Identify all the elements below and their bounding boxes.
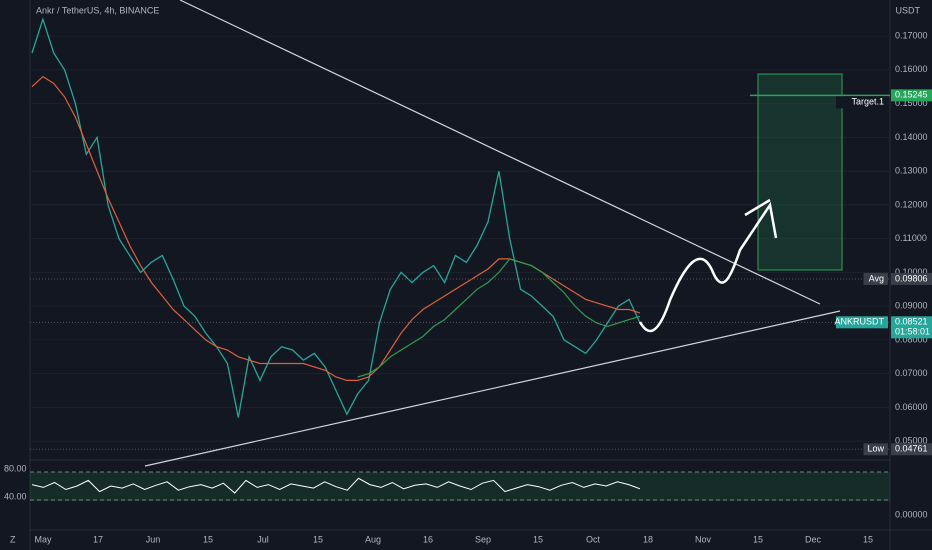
chart-title: Ankr / TetherUS, 4h, BINANCE (36, 5, 159, 15)
y-tick-label: 0.16000 (895, 64, 928, 74)
x-tick-label: Jul (257, 534, 269, 544)
rsi-tick-label: 80.00 (4, 463, 27, 473)
y-tick-label: 0.10000 (895, 267, 928, 277)
target-box (757, 73, 843, 271)
level-tag (863, 272, 888, 285)
level-label: ANKRUSDT (834, 317, 884, 327)
projection-arrow (744, 198, 771, 217)
rsi-line (31, 477, 641, 494)
series-line (357, 258, 641, 378)
x-tick-label: Aug (365, 534, 381, 544)
y-tick-label: 0.08000 (895, 334, 928, 344)
x-tick-label: Oct (586, 534, 601, 544)
level-box (891, 272, 932, 285)
series-line (31, 17, 641, 418)
x-tick-label: 16 (423, 534, 433, 544)
level-value: 0.09806 (895, 273, 928, 283)
lower-trendline (144, 310, 841, 467)
x-tick-label: Dec (805, 534, 822, 544)
y-tick-label: 0.11000 (895, 233, 927, 243)
y-tick-label: 0.06000 (895, 402, 928, 412)
x-tick-label: 15 (753, 534, 763, 544)
x-tick-label: 18 (643, 534, 653, 544)
level-label: Avg (869, 273, 884, 283)
level-value: 0.15245 (895, 90, 928, 100)
level-label: Low (867, 444, 884, 454)
level-box (891, 89, 932, 102)
x-tick-label: 15 (863, 534, 873, 544)
currency: USDT (896, 5, 921, 15)
upper-trendline (179, 0, 821, 305)
x-tick-label: May (34, 534, 52, 544)
level-box (891, 443, 932, 456)
x-tick-label: 15 (203, 534, 213, 544)
y-tick-label: 0.17000 (895, 30, 928, 40)
x-tick-label: 15 (313, 534, 323, 544)
y-tick-label: 0.15000 (895, 98, 928, 108)
y-tick-label: 0.14000 (895, 132, 928, 142)
projection-path (638, 201, 778, 333)
rsi-tick-label: 40.00 (4, 491, 27, 501)
x-tick-label: 15 (533, 534, 543, 544)
level-tag (836, 316, 888, 329)
x-tick-label: Nov (695, 534, 712, 544)
x-tick-label: Sep (475, 534, 491, 544)
y-tick-label: 0.07000 (895, 368, 928, 378)
level-tag (863, 443, 888, 456)
y-tick-label: 0.09000 (895, 301, 928, 311)
y-tick-label: 0.12000 (895, 199, 928, 209)
y-tick-label: 0.13000 (895, 166, 928, 176)
level-value: 0.08521 (895, 317, 928, 327)
level-value: 0.04761 (895, 444, 928, 454)
level-box (891, 316, 932, 339)
x-tick-label: 17 (93, 534, 103, 544)
level-label: Target.1 (851, 97, 884, 107)
timezone-icon: Z (10, 534, 16, 544)
level-tag (836, 96, 888, 109)
y-tick-label: 0.05000 (895, 436, 928, 446)
x-tick-label: Jun (146, 534, 161, 544)
lower-tick-label: 0.00000 (895, 509, 928, 519)
level-timer: 01:58:01 (895, 327, 930, 337)
